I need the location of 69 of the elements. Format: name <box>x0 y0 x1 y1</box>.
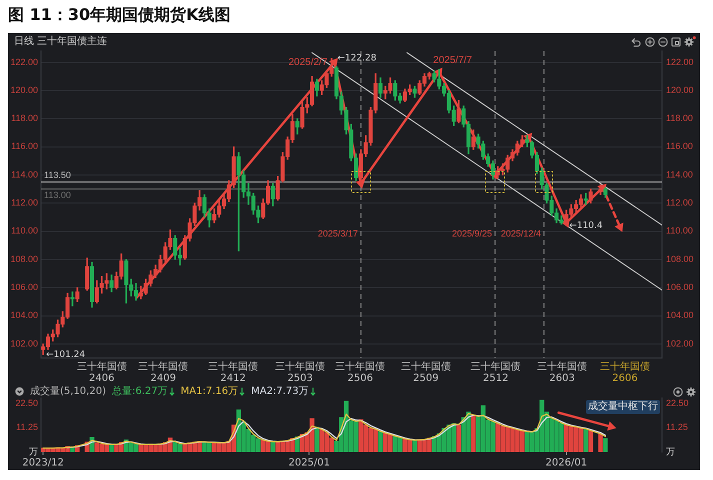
x-tick-label: 三十年国债2606 <box>600 360 650 384</box>
y-tick-label: 万 <box>29 446 38 456</box>
y-tick-label: 110.00 <box>11 226 38 236</box>
y-tick-label: 122.00 <box>10 56 38 67</box>
y2-tick-label: 11.25 <box>666 422 688 432</box>
y2-tick-label: 122.00 <box>666 56 694 67</box>
y2-tick-label: 118.00 <box>666 113 693 124</box>
x-tick-label: 2026/01 <box>546 457 588 468</box>
bar <box>314 426 320 452</box>
candlestick <box>70 291 74 306</box>
annotation: ←122.28 <box>337 54 377 64</box>
y2-tick-label: 110.00 <box>666 226 693 236</box>
bar <box>584 428 588 452</box>
bar <box>588 430 594 452</box>
annotation: 2025/2/7 <box>288 57 328 68</box>
y2-tick-label: 104.00 <box>666 310 694 320</box>
ref-line-label: 2025/3/17 <box>318 228 358 238</box>
y2-tick-label: 112.00 <box>666 198 693 208</box>
ref-line-label: 2025/12/4 <box>500 228 541 238</box>
y2-tick-label: 102.00 <box>666 338 694 348</box>
y-tick-label: 118.00 <box>11 113 38 124</box>
y-tick-label: 116.00 <box>11 141 38 152</box>
y-tick-label: 104.00 <box>10 310 38 320</box>
y-tick-label: 114.00 <box>11 169 38 180</box>
x-tick-label: 三十年国债2503 <box>275 360 326 384</box>
x-tick-label: 三十年国债2409 <box>138 360 188 384</box>
y-tick-label: 102.00 <box>10 338 38 348</box>
x-tick-label: 三十年国债2512 <box>470 360 521 384</box>
y2-tick-label: 万 <box>666 446 675 456</box>
chart-title: 图 11：30年期国债期货K线图 <box>8 5 230 24</box>
x-tick-label: 2025/01 <box>288 457 330 468</box>
x-tick-label: 三十年国债2406 <box>76 360 127 384</box>
bar <box>109 444 114 452</box>
y2-tick-label: 108.00 <box>666 254 694 264</box>
text: 总量:6.27万 <box>112 386 168 397</box>
y-tick-label: 120.00 <box>10 84 38 95</box>
chart-title: 成交量(5,10,20) <box>30 386 106 397</box>
y-tick-label: 11.25 <box>16 422 38 432</box>
bar <box>603 438 608 452</box>
annotation: ←110.4 <box>569 220 603 231</box>
x-tick-label: 三十年国债2412 <box>208 360 258 384</box>
bar <box>412 440 418 452</box>
y-tick-label: 112.00 <box>11 198 38 208</box>
text: MA1:7.16万 <box>180 386 238 397</box>
y2-tick-label: 106.00 <box>666 282 694 292</box>
y2-tick-label: 120.00 <box>666 84 694 95</box>
y2-tick-label: 116.00 <box>666 141 693 152</box>
x-tick-label: 三十年国债2603 <box>537 360 588 384</box>
ref-line-label: 2025/9/25 <box>452 228 492 238</box>
ref-line-label: 113.00 <box>44 190 71 200</box>
y-tick-label: 22.50 <box>15 398 38 408</box>
bar <box>456 424 462 452</box>
x-tick-label: 2023/12 <box>22 457 64 468</box>
bar <box>598 434 603 452</box>
x-tick-label: 三十年国债2509 <box>400 360 451 384</box>
chart-subtitle: 日线 三十年国债主连 <box>14 36 108 48</box>
text: MA2:7.73万 <box>251 386 309 397</box>
y2-tick-label: 22.50 <box>666 398 689 408</box>
y-tick-label: 106.00 <box>10 282 38 292</box>
bar <box>471 414 476 452</box>
bar <box>270 442 276 452</box>
bar <box>378 431 383 452</box>
y2-tick-label: 114.00 <box>666 169 693 180</box>
callout-box: 成交量中枢下行 <box>586 400 660 414</box>
y-tick-label: 108.00 <box>10 254 38 264</box>
x-tick-label: 三十年国债2506 <box>335 360 386 384</box>
annotation: ←101.24 <box>46 350 86 360</box>
ref-line-label: 113.50 <box>44 170 71 180</box>
annotation: 2025/7/7 <box>433 55 473 66</box>
